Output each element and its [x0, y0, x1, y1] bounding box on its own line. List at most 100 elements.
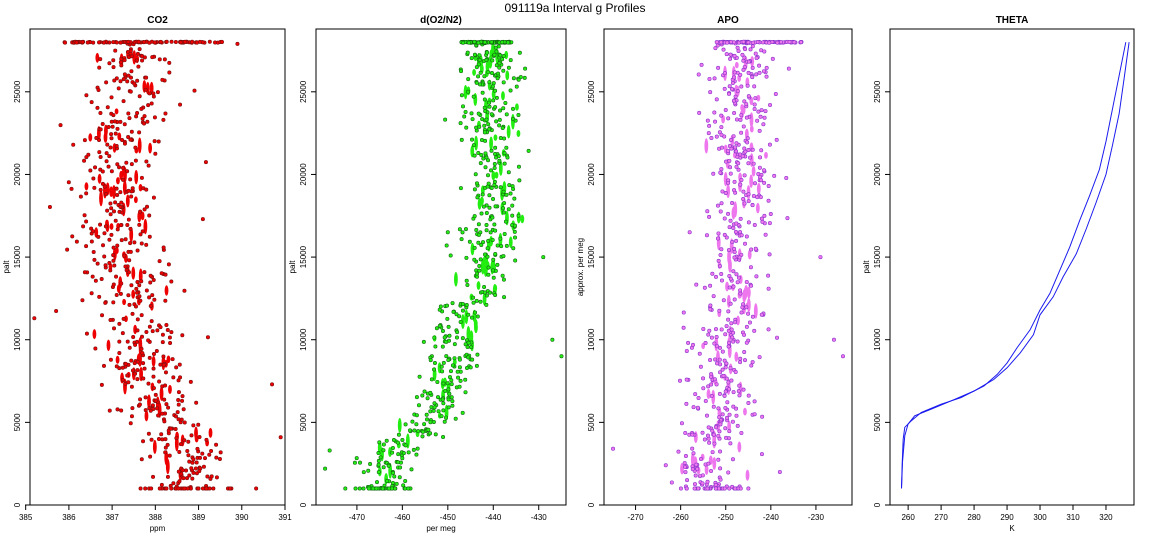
- data-point: [726, 317, 731, 322]
- data-point: [727, 387, 732, 392]
- data-point: [121, 99, 126, 104]
- data-point: [119, 200, 124, 205]
- x-tick-label: 388: [149, 513, 163, 522]
- data-point: [663, 463, 668, 468]
- data-point: [138, 209, 143, 214]
- data-point: [129, 194, 134, 199]
- data-point: [753, 246, 758, 251]
- data-point: [745, 140, 750, 145]
- data-cluster: [747, 249, 752, 260]
- data-point: [180, 333, 185, 338]
- data-point: [726, 116, 731, 121]
- data-point: [126, 217, 131, 222]
- data-point: [137, 94, 142, 99]
- outlier-point: [523, 66, 528, 71]
- data-cluster: [680, 462, 684, 475]
- data-point: [189, 466, 194, 471]
- data-point: [476, 151, 481, 156]
- data-point: [155, 406, 160, 411]
- data-point: [376, 458, 381, 463]
- data-point: [160, 384, 165, 389]
- data-point: [715, 361, 720, 366]
- data-point: [143, 395, 148, 400]
- data-point: [710, 428, 715, 433]
- data-point: [450, 363, 455, 368]
- data-point: [695, 466, 700, 471]
- data-point: [84, 191, 89, 196]
- data-point: [428, 420, 433, 425]
- data-point: [502, 231, 507, 236]
- data-point: [128, 226, 133, 231]
- data-cluster: [485, 60, 490, 74]
- data-point: [173, 414, 178, 419]
- data-point: [392, 474, 397, 479]
- data-point: [751, 161, 756, 166]
- data-point: [727, 412, 732, 417]
- data-point: [744, 102, 749, 107]
- data-point: [730, 239, 735, 244]
- data-point: [446, 387, 451, 392]
- data-point: [692, 482, 697, 487]
- data-point: [501, 106, 506, 111]
- data-point: [424, 412, 429, 417]
- y-axis-label: palt: [2, 260, 11, 274]
- data-point: [218, 450, 223, 455]
- y-tick-label: 10000: [873, 328, 882, 351]
- data-point: [739, 84, 744, 89]
- data-point: [735, 339, 740, 344]
- data-point: [738, 216, 743, 221]
- data-point: [732, 70, 737, 75]
- data-point: [753, 96, 758, 101]
- data-cluster: [516, 129, 521, 138]
- data-point: [150, 403, 155, 408]
- data-point: [131, 335, 136, 340]
- data-point: [735, 423, 740, 428]
- data-cluster: [764, 151, 768, 159]
- data-point: [701, 386, 706, 391]
- data-point: [684, 486, 689, 491]
- data-cluster: [168, 384, 172, 394]
- outlier-point: [541, 255, 546, 260]
- data-point: [767, 221, 772, 226]
- data-point: [104, 192, 109, 197]
- data-point: [366, 486, 371, 491]
- data-point: [487, 80, 492, 85]
- data-point: [516, 164, 521, 169]
- outlier-point: [71, 142, 76, 147]
- data-point: [70, 234, 75, 239]
- data-point: [741, 387, 746, 392]
- data-point: [187, 473, 192, 478]
- data-point: [375, 480, 380, 485]
- data-point: [138, 232, 143, 237]
- data-point: [747, 320, 752, 325]
- data-point: [126, 188, 131, 193]
- data-point: [742, 99, 747, 104]
- data-point: [723, 190, 728, 195]
- data-point: [478, 70, 483, 75]
- data-point: [390, 445, 395, 450]
- data-point: [433, 344, 438, 349]
- data-cluster: [476, 281, 481, 290]
- data-point: [119, 408, 124, 413]
- data-point: [712, 110, 717, 115]
- data-point: [431, 408, 436, 413]
- data-point: [84, 93, 89, 98]
- data-point: [432, 367, 437, 372]
- data-point: [774, 137, 779, 142]
- data-point: [705, 486, 710, 491]
- data-point: [495, 262, 500, 267]
- data-cluster: [737, 441, 742, 453]
- data-point: [705, 118, 710, 123]
- data-cluster: [388, 446, 392, 457]
- data-point: [733, 486, 738, 491]
- data-point: [734, 406, 739, 411]
- data-point: [730, 457, 735, 462]
- data-point: [176, 417, 181, 422]
- data-point: [390, 470, 395, 475]
- data-point: [683, 464, 688, 469]
- data-cluster: [105, 182, 110, 196]
- data-point: [728, 366, 733, 371]
- data-point: [82, 158, 87, 163]
- data-point: [445, 316, 450, 321]
- data-point: [142, 114, 147, 119]
